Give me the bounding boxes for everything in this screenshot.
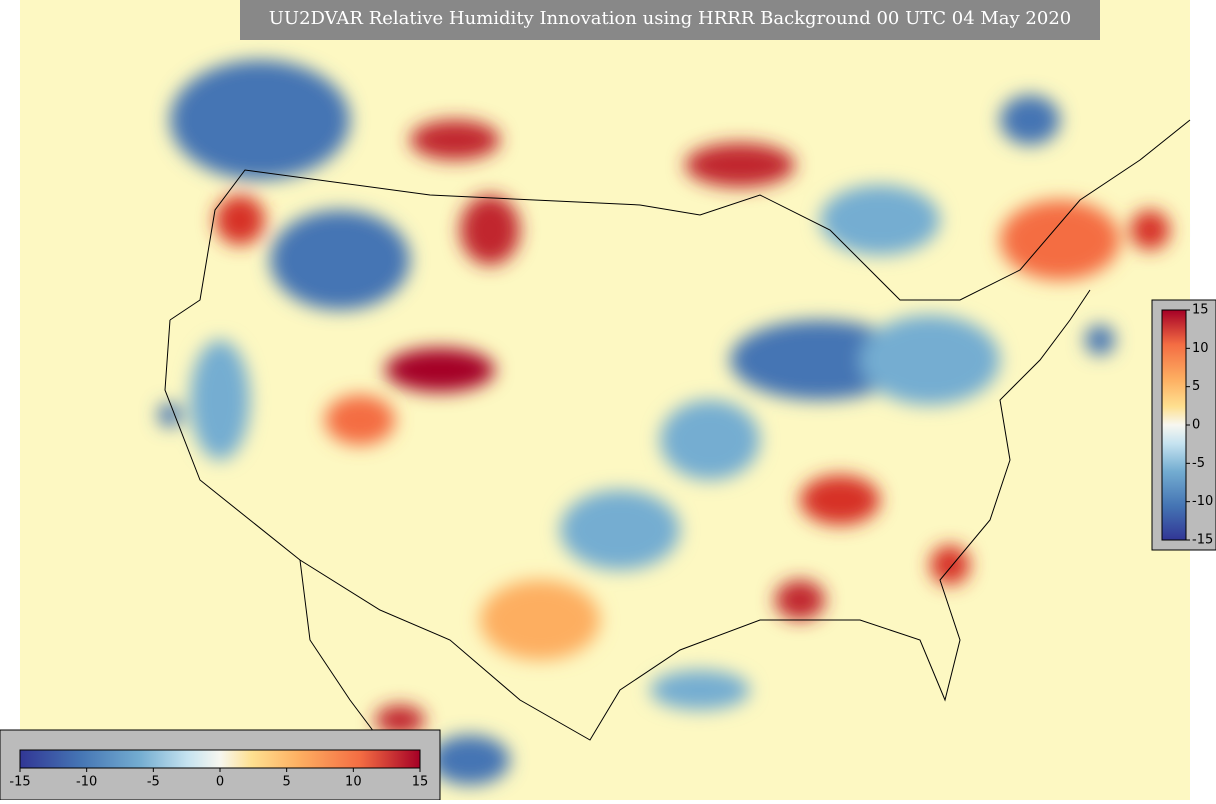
field-blob <box>1085 325 1115 355</box>
tick-label: 0 <box>1192 418 1200 433</box>
tick-label: -10 <box>76 775 97 790</box>
tick-label: 15 <box>1192 303 1209 318</box>
field-blob <box>375 705 425 735</box>
title: UU2DVAR Relative Humidity Innovation usi… <box>269 8 1072 29</box>
field-blob <box>650 670 750 710</box>
tick-label: 5 <box>283 775 291 790</box>
tick-label: 0 <box>216 775 224 790</box>
field-blob <box>385 348 495 392</box>
border-line <box>169 119 1191 321</box>
field-blob <box>1000 95 1060 145</box>
field-blob <box>460 195 520 265</box>
field-blob <box>410 120 500 160</box>
field-blob <box>190 340 250 460</box>
field-blob <box>1130 210 1170 250</box>
field-blob <box>215 195 265 245</box>
colorbar <box>1161 309 1187 541</box>
tick-label: 10 <box>345 775 362 790</box>
field-blob <box>660 400 760 480</box>
field-blob <box>158 403 182 427</box>
boundaries <box>164 119 1191 741</box>
field-blob <box>800 475 880 525</box>
field-blob <box>325 395 395 445</box>
field-blob <box>170 60 350 180</box>
tick-label: 5 <box>1192 379 1200 394</box>
tick-label: 10 <box>1192 341 1209 356</box>
colorbar <box>19 749 421 769</box>
tick-label: -15 <box>9 775 30 790</box>
field-blob <box>1000 200 1120 280</box>
tick-label: 15 <box>412 775 429 790</box>
title-box <box>240 0 1100 40</box>
field-blob <box>730 320 910 400</box>
tick-label: -5 <box>147 775 160 790</box>
field <box>158 60 1170 785</box>
field-blob <box>930 545 970 585</box>
field-blob <box>480 580 600 660</box>
field-blob <box>860 315 1000 405</box>
field-blob <box>685 143 795 187</box>
tick-label: -15 <box>1192 533 1213 548</box>
coast-line <box>164 289 1091 741</box>
field-blob <box>775 580 825 620</box>
tick-label: -10 <box>1192 494 1213 509</box>
coast-line <box>299 559 381 741</box>
field-blob <box>560 490 680 570</box>
field-blob <box>270 210 410 310</box>
field-blob <box>820 185 940 255</box>
tick-label: -5 <box>1192 456 1205 471</box>
margin <box>0 0 20 800</box>
field-blob <box>430 735 510 785</box>
